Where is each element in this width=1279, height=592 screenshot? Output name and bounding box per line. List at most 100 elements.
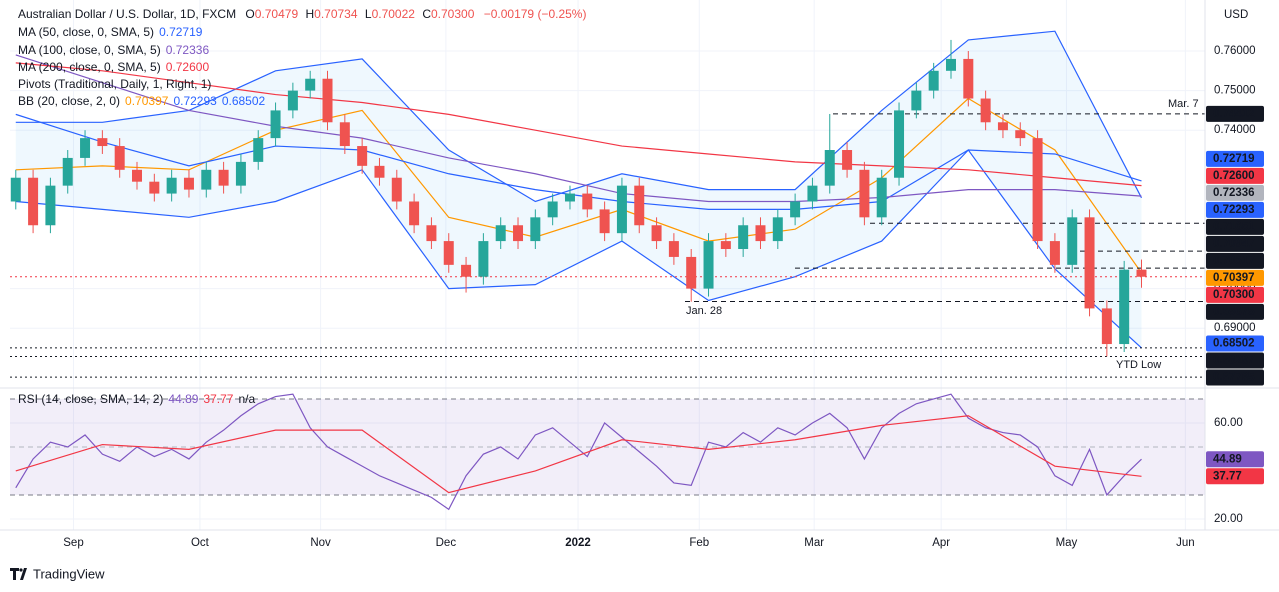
x-tick-label: Dec — [436, 537, 457, 549]
candle-body — [287, 90, 298, 111]
price-label-bg — [1206, 150, 1264, 167]
symbol: Australian Dollar / U.S. Dollar, 1D, FXC… — [18, 7, 236, 21]
pivots-legend: Pivots (Traditional, Daily, 1, Right, 1) — [18, 77, 211, 91]
price-label-bg — [1206, 184, 1264, 201]
candle-body — [980, 98, 991, 123]
x-tick-label: Sep — [63, 537, 83, 549]
candle-body — [1136, 269, 1147, 277]
price-pane — [10, 30, 1205, 378]
moving-average — [15, 113, 1142, 211]
grid — [10, 0, 1205, 530]
candle-body — [339, 122, 350, 147]
candle-body — [10, 177, 21, 202]
ma-name: MA (100, close, 0, SMA, 5) — [18, 43, 161, 57]
rsi-ma-value: 37.77 — [203, 392, 233, 406]
candle-body — [842, 150, 853, 170]
candle-body — [478, 241, 489, 277]
rsi-value: 44.89 — [168, 392, 198, 406]
candle-body — [374, 165, 385, 178]
candle-body — [461, 264, 472, 277]
candle-body — [149, 181, 160, 194]
x-tick-label: 2022 — [565, 537, 591, 549]
axes: Sep Oct Nov Dec 2022 Feb Mar Apr May Jun 0.76000 0.… — [63, 45, 1264, 549]
candle-body — [790, 201, 801, 218]
y-tick-label: 0.74000 — [1214, 124, 1256, 136]
price-label: 0.72719 — [1213, 153, 1255, 165]
annotation: Mar. 7 — [1168, 98, 1199, 110]
ohlc-label: H — [305, 7, 314, 21]
y-tick-label: 20.00 — [1214, 513, 1243, 525]
bb-value: 0.72293 — [173, 94, 217, 108]
candle-body — [582, 193, 593, 210]
price-label: 37.77 — [1213, 470, 1242, 482]
candle-body — [1101, 308, 1112, 345]
ohlc-value: 0.70479 — [255, 7, 299, 21]
candle-body — [530, 217, 541, 242]
candle-body — [928, 70, 939, 91]
candle-body — [305, 78, 316, 91]
candle-body — [1049, 241, 1060, 265]
brand: TradingView — [33, 566, 105, 581]
price-label: 0.74412 — [1213, 108, 1255, 120]
moving-average — [15, 62, 1142, 187]
candle-body — [686, 256, 697, 289]
x-tick-label: Mar — [804, 537, 824, 549]
ohlc-label: O — [245, 7, 254, 21]
candle-body — [166, 177, 177, 194]
y-tick-label: 0.76000 — [1214, 45, 1256, 57]
candle-body — [426, 225, 437, 242]
candle-body — [720, 241, 731, 250]
candle-body — [997, 122, 1008, 131]
candle-body — [218, 169, 229, 186]
price-label: 0.68287 — [1213, 355, 1255, 367]
candle-body — [62, 157, 73, 186]
price-label-bg — [1206, 352, 1264, 369]
price-label-bg — [1206, 167, 1264, 184]
y-tick-label: 60.00 — [1214, 417, 1243, 429]
candle-body — [616, 185, 627, 234]
annotation: Jan. 28 — [686, 305, 722, 317]
x-tick-label: Feb — [689, 537, 709, 549]
price-label-bg — [1206, 269, 1264, 286]
ma-value: 0.72600 — [166, 60, 210, 74]
candle-body — [443, 241, 454, 265]
symbol-legend: Australian Dollar / U.S. Dollar, 1D, FXC… — [18, 7, 586, 21]
candle-body — [80, 138, 91, 158]
bb-value: 0.70397 — [125, 94, 169, 108]
ma-name: MA (200, close, 0, SMA, 5) — [18, 60, 161, 74]
ma-legend: MA (50, close, 0, SMA, 5) 0.72719 — [18, 25, 203, 39]
price-label-bg — [1206, 369, 1264, 386]
candle-body — [807, 185, 818, 202]
price-label: 0.69675 — [1213, 306, 1255, 318]
ohlc-label: C — [422, 7, 431, 21]
annotation: YTD Low — [1116, 359, 1161, 371]
rsi-pane — [10, 393, 1205, 511]
candle-body — [322, 78, 333, 123]
price-label-bg — [1206, 201, 1264, 218]
price-label: 0.70300 — [1213, 289, 1255, 301]
candle-body — [270, 110, 281, 139]
candle-body — [1015, 130, 1026, 139]
price-label-bg — [1206, 451, 1264, 468]
candle-body — [45, 185, 56, 226]
candle-body — [495, 225, 506, 242]
ma-legend: MA (200, close, 0, SMA, 5) 0.72600 — [18, 60, 209, 74]
bb-lower — [15, 149, 1142, 349]
price-label: 0.67765 — [1213, 372, 1255, 384]
price-label: 0.68502 — [1213, 338, 1255, 350]
x-tick-label: Jun — [1176, 537, 1195, 549]
x-tick-label: Apr — [932, 537, 950, 549]
price-label: 0.70517 — [1213, 255, 1255, 267]
candle-body — [755, 225, 766, 242]
rsi-na: n/a — [238, 392, 255, 406]
price-label-bg — [1206, 286, 1264, 303]
price-label-bg — [1206, 235, 1264, 252]
candle-body — [28, 177, 39, 226]
x-tick-label: May — [1056, 537, 1078, 549]
bb-legend: BB (20, close, 2, 0) 0.70397 0.72293 0.6850… — [18, 94, 266, 108]
brand-logo — [10, 568, 27, 580]
rsi-ma-line — [15, 415, 1142, 494]
candle-body — [859, 169, 870, 218]
rsi-legend: RSI (14, close, SMA, 14, 2) 44.89 37.77 n/a — [18, 392, 255, 406]
